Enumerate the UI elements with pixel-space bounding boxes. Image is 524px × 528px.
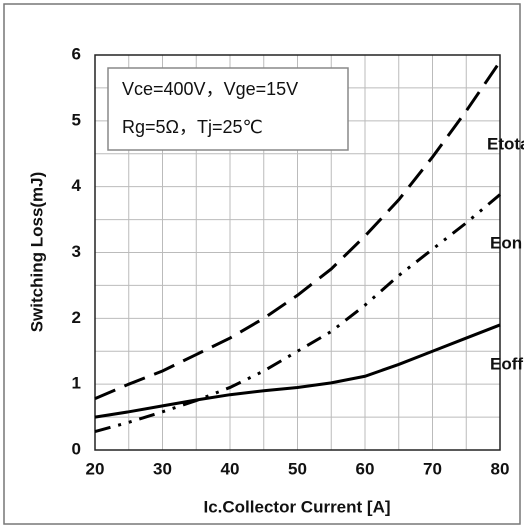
x-axis-label: Ic.Collector Current [A] xyxy=(203,497,390,516)
y-tick-label: 3 xyxy=(72,242,81,261)
line-series xyxy=(94,323,501,419)
y-tick-label: 0 xyxy=(72,439,81,458)
series-label: Etotal xyxy=(487,134,524,153)
x-tick-label: 80 xyxy=(491,459,510,478)
annotation: Vce=400V，Vge=15V xyxy=(122,79,298,99)
x-tick-label: 30 xyxy=(153,459,172,478)
annotation-box xyxy=(107,67,349,151)
series-label: Eon xyxy=(490,233,522,252)
series-label: Eoff xyxy=(490,354,523,373)
y-tick-label: 4 xyxy=(72,176,82,195)
y-tick-label: 2 xyxy=(72,308,81,327)
y-axis-label: Switching Loss(mJ) xyxy=(27,172,46,333)
line-series xyxy=(94,193,501,434)
y-tick-label: 6 xyxy=(72,44,81,63)
x-tick-label: 70 xyxy=(423,459,442,478)
x-tick-label: 40 xyxy=(221,459,240,478)
frame xyxy=(3,3,521,525)
y-tick-label: 5 xyxy=(72,110,81,129)
x-tick-label: 20 xyxy=(86,459,105,478)
x-tick-label: 60 xyxy=(356,459,375,478)
y-tick-label: 1 xyxy=(72,374,81,393)
x-tick-label: 50 xyxy=(288,459,307,478)
line-series xyxy=(94,60,502,401)
annotation: Rg=5Ω，Tj=25℃ xyxy=(122,117,263,137)
plot-border xyxy=(94,54,501,451)
